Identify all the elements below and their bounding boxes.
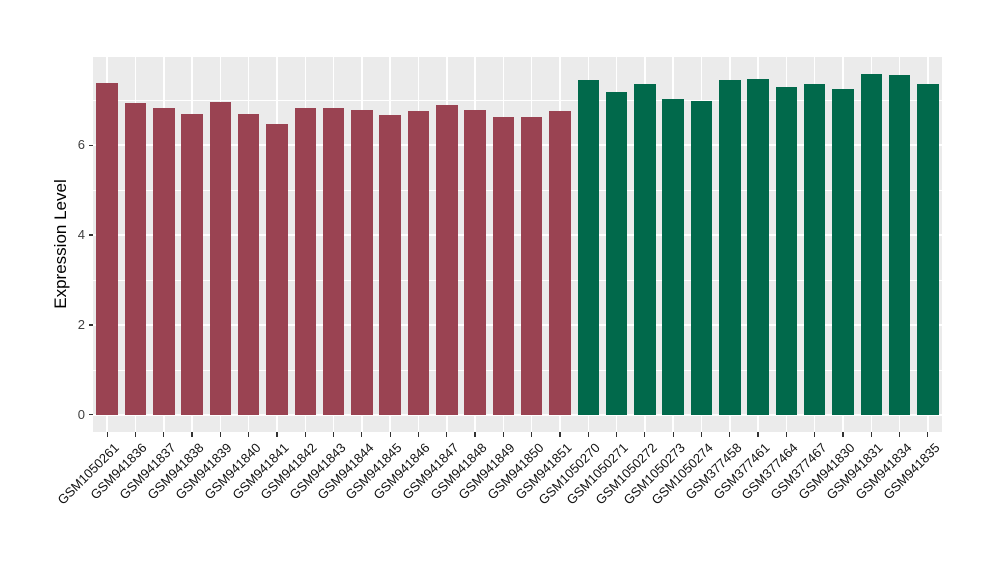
bar-GSM941850 [520, 116, 543, 415]
bar-GSM941846 [407, 110, 430, 415]
gridline-major [93, 324, 942, 326]
bar-GSM1050270 [577, 80, 599, 415]
x-tick-mark [332, 432, 335, 437]
y-tick-mark [88, 324, 93, 326]
plot-panel [93, 57, 942, 432]
y-tick-label: 6 [77, 137, 85, 153]
gridline-major [93, 144, 942, 146]
x-tick-mark [927, 432, 929, 437]
bar-GSM941843 [322, 107, 345, 415]
x-tick-mark [785, 432, 787, 437]
bar-GSM377464 [775, 87, 798, 415]
x-tick-mark [134, 432, 137, 437]
bar-GSM941831 [860, 73, 882, 415]
x-tick-mark [446, 432, 448, 437]
x-tick-mark [276, 432, 278, 437]
bar-GSM377461 [747, 78, 769, 415]
x-tick-mark [474, 432, 476, 437]
bar-GSM941847 [436, 104, 458, 415]
x-tick-mark [219, 432, 221, 437]
bar-GSM941845 [379, 115, 401, 415]
y-tick-label: 2 [77, 316, 85, 332]
gridline-minor [93, 369, 942, 371]
x-tick-mark [587, 432, 589, 437]
y-tick-mark [88, 414, 93, 416]
x-tick-mark [163, 432, 165, 437]
bar-GSM377458 [719, 79, 741, 415]
x-tick-mark [842, 432, 844, 437]
x-tick-mark [361, 432, 363, 437]
bar-GSM941840 [237, 113, 260, 415]
bar-GSM941838 [181, 113, 203, 415]
y-tick-label: 4 [77, 227, 85, 243]
x-tick-mark [191, 432, 193, 437]
bar-GSM941842 [294, 108, 316, 415]
x-tick-mark [870, 432, 872, 437]
bar-GSM1050273 [662, 99, 684, 415]
bar-GSM1050271 [605, 92, 628, 415]
x-tick-mark [672, 432, 674, 437]
bar-GSM941830 [832, 88, 854, 415]
bar-GSM941851 [549, 110, 571, 415]
x-tick-mark [531, 432, 533, 437]
x-tick-mark [814, 432, 816, 437]
y-axis-title-text: Expression Level [51, 179, 70, 309]
x-tick-mark [644, 432, 646, 437]
bar-GSM1050272 [634, 83, 656, 415]
x-tick-mark [700, 432, 703, 437]
x-tick-mark [248, 432, 250, 437]
bar-GSM377467 [803, 83, 826, 415]
bar-GSM941837 [153, 107, 175, 415]
bar-GSM941834 [888, 74, 911, 415]
y-tick-mark [88, 234, 93, 236]
bar-GSM941836 [124, 102, 147, 415]
y-tick-label: 0 [77, 406, 85, 422]
x-tick-mark [729, 432, 731, 437]
bar-GSM941839 [209, 101, 232, 415]
x-tick-mark [898, 432, 901, 437]
x-tick-mark [502, 432, 504, 437]
x-tick-mark [559, 432, 561, 437]
bar-GSM1050261 [96, 83, 118, 415]
gridline-minor [93, 99, 942, 101]
x-tick-mark [417, 432, 420, 437]
gridline-major [93, 234, 942, 236]
bar-GSM941849 [492, 117, 515, 415]
x-tick-mark [757, 432, 759, 437]
gridline-minor [93, 189, 942, 191]
bar-GSM941841 [266, 124, 288, 415]
x-tick-mark [389, 432, 391, 437]
y-tick-mark [88, 144, 93, 146]
bar-GSM1050274 [690, 100, 713, 415]
bar-GSM941848 [464, 110, 486, 415]
bar-GSM941835 [917, 84, 939, 415]
gridline-minor [93, 279, 942, 281]
x-tick-mark [615, 432, 618, 437]
x-tick-mark [304, 432, 306, 437]
gridline-major [93, 414, 942, 416]
bar-GSM941844 [351, 110, 373, 415]
x-tick-mark [106, 432, 108, 437]
